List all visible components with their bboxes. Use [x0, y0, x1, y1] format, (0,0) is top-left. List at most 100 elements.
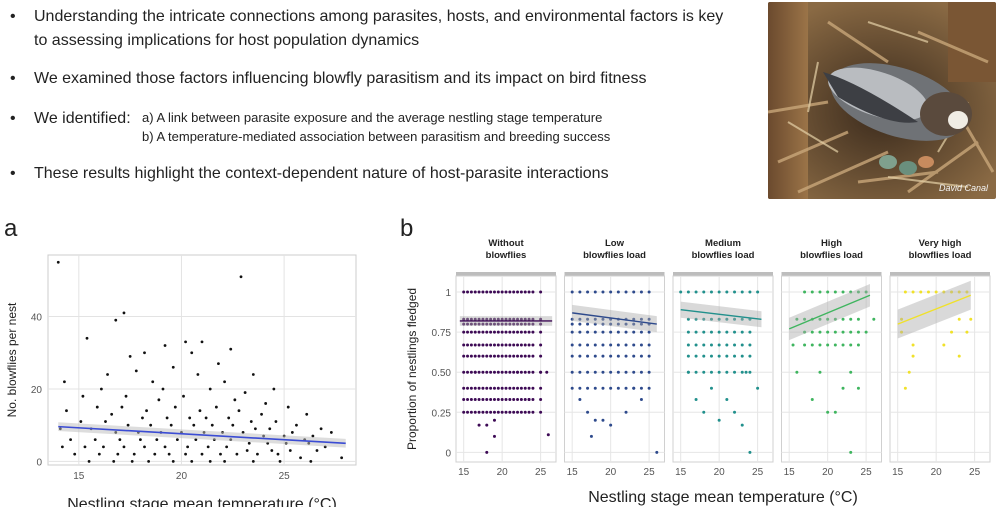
x-axis-label: Nestling stage mean temperature (°C) — [67, 496, 337, 507]
data-point — [748, 290, 752, 294]
data-point — [589, 434, 593, 438]
data-point — [251, 459, 255, 463]
data-point — [516, 322, 520, 326]
data-point — [523, 343, 527, 347]
data-point — [849, 450, 853, 454]
data-point — [903, 386, 907, 390]
data-point — [489, 386, 493, 390]
data-point — [492, 354, 496, 358]
data-point — [632, 330, 636, 334]
data-point — [639, 322, 643, 326]
data-point — [516, 330, 520, 334]
data-point — [485, 317, 489, 321]
data-point — [122, 445, 126, 449]
data-point — [469, 343, 473, 347]
data-point — [795, 317, 799, 321]
data-point — [473, 343, 477, 347]
data-point — [79, 420, 83, 423]
data-point — [601, 386, 605, 390]
data-point — [702, 370, 706, 374]
facet-panel — [781, 275, 882, 463]
data-point — [527, 397, 531, 401]
data-point — [485, 450, 489, 454]
data-point — [864, 330, 868, 334]
data-point — [578, 290, 582, 294]
data-point — [496, 343, 500, 347]
data-point — [601, 317, 605, 321]
data-point — [694, 343, 698, 347]
data-point — [163, 344, 167, 347]
data-point — [531, 386, 535, 390]
data-point — [570, 354, 574, 358]
data-point — [900, 317, 904, 321]
data-point — [492, 343, 496, 347]
data-point — [578, 386, 582, 390]
data-point — [481, 330, 485, 334]
data-point — [907, 370, 911, 374]
data-point — [508, 317, 512, 321]
data-point — [694, 397, 698, 401]
data-point — [274, 420, 278, 423]
data-point — [717, 290, 721, 294]
data-point — [477, 370, 481, 374]
fit-line — [788, 294, 871, 330]
y-tick-label: 0.25 — [432, 408, 452, 419]
data-point — [748, 450, 752, 454]
data-point — [624, 330, 628, 334]
photo-credit: David Canal — [938, 183, 988, 193]
data-point — [527, 343, 531, 347]
data-point — [965, 290, 969, 294]
data-point — [485, 330, 489, 334]
data-point — [849, 317, 853, 321]
data-point — [251, 373, 255, 376]
data-point — [531, 397, 535, 401]
data-point — [519, 386, 523, 390]
data-point — [593, 418, 597, 422]
data-point — [826, 317, 830, 321]
data-point — [717, 343, 721, 347]
data-point — [578, 317, 582, 321]
facet-label: blowflies — [486, 250, 527, 261]
data-point — [748, 354, 752, 358]
data-point — [473, 397, 477, 401]
data-point — [578, 330, 582, 334]
x-tick-label: 15 — [784, 467, 796, 478]
data-point — [810, 330, 814, 334]
data-point — [466, 317, 470, 321]
data-point — [586, 343, 590, 347]
data-point — [686, 290, 690, 294]
data-point — [299, 456, 302, 460]
data-point — [116, 452, 120, 456]
data-point — [539, 370, 543, 374]
facet-label: High — [821, 238, 842, 249]
data-point — [492, 330, 496, 334]
data-point — [810, 397, 814, 401]
data-point — [740, 354, 744, 358]
data-point — [570, 386, 574, 390]
data-point — [85, 336, 89, 340]
data-point — [508, 370, 512, 374]
nest-photo-illustration — [768, 2, 996, 199]
data-point — [519, 343, 523, 347]
data-point — [733, 354, 737, 358]
data-point — [616, 322, 620, 326]
y-tick-label: 1 — [445, 288, 451, 299]
data-point — [200, 452, 204, 456]
facet-label: Without — [488, 238, 524, 249]
data-point — [601, 330, 605, 334]
data-point — [733, 370, 737, 374]
nestling-photo: David Canal — [768, 2, 996, 199]
data-point — [647, 354, 651, 358]
x-tick-label: 15 — [892, 467, 904, 478]
data-point — [87, 459, 91, 463]
y-tick-label: 0.75 — [432, 328, 452, 339]
data-point — [173, 405, 177, 409]
data-point — [485, 410, 489, 414]
data-point — [516, 317, 520, 321]
data-point — [481, 343, 485, 347]
data-point — [118, 438, 122, 442]
data-point — [469, 290, 473, 294]
data-point — [120, 405, 124, 409]
data-point — [500, 354, 504, 358]
